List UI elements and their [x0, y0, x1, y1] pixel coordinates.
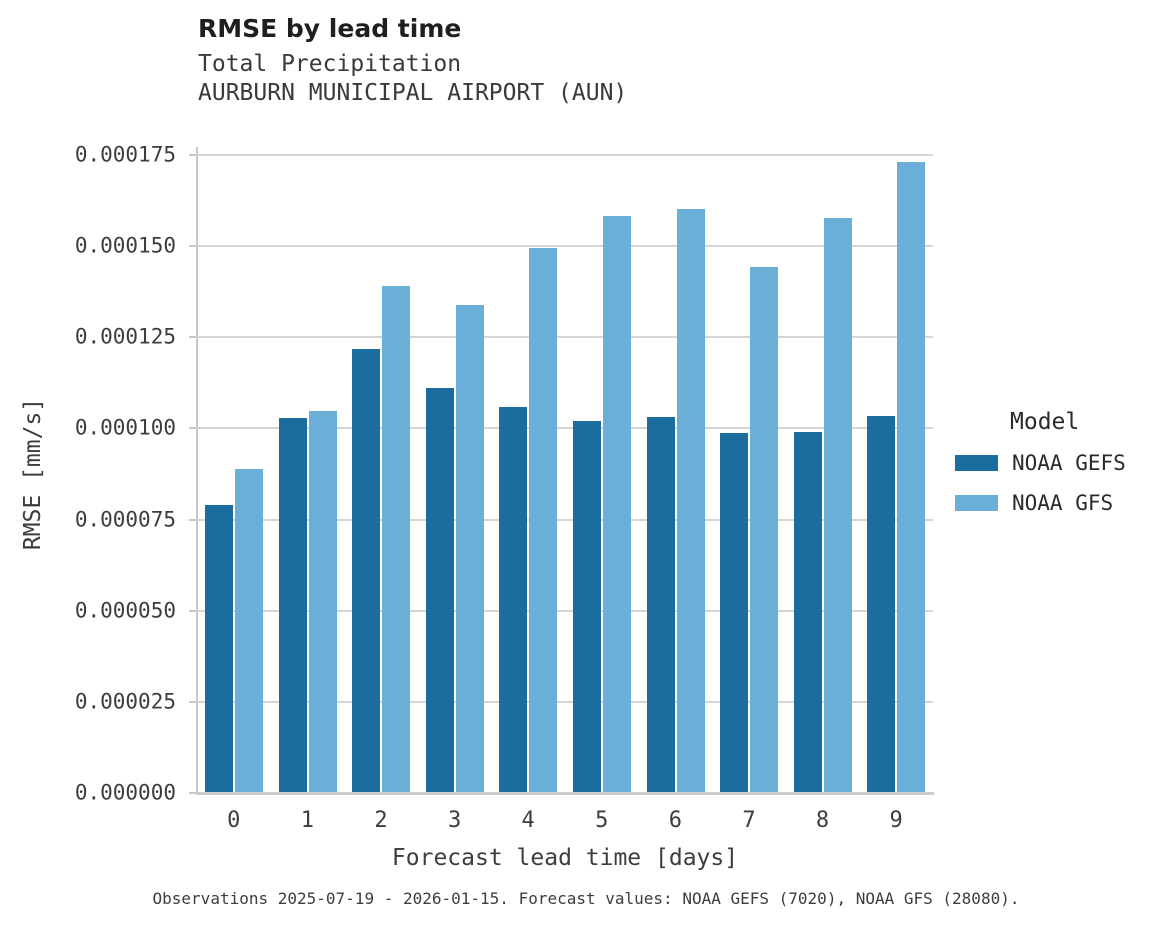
footer-caption: Observations 2025-07-19 - 2026-01-15. Fo… — [152, 889, 1020, 908]
bar-group-day-9 — [859, 155, 933, 793]
y-tick-labels: 0.000000 0.000025 0.000050 0.000075 0.000100… — [40, 144, 186, 803]
bar-noaa-gfs-day-8 — [823, 218, 852, 793]
y-tick-marks — [189, 154, 196, 794]
legend-row-noaa-gefs: NOAA GEFS — [955, 451, 1165, 475]
gridline-0.000075 — [197, 518, 933, 521]
y-tick-label-0.000100: 0.000100 — [74, 415, 176, 440]
gridline-0.000100 — [197, 427, 933, 430]
bar-noaa-gefs-day-1 — [278, 417, 307, 793]
bar-noaa-gfs-day-3 — [455, 304, 484, 793]
bar-group-day-8 — [786, 155, 860, 793]
bar-noaa-gfs-day-2 — [382, 285, 411, 793]
y-tick-label-0.000025: 0.000025 — [74, 689, 176, 714]
y-tick-label-0.000075: 0.000075 — [74, 507, 176, 532]
legend-label-noaa-gfs: NOAA GFS — [1012, 491, 1114, 515]
x-tick-label-8: 8 — [815, 808, 830, 833]
x-tick-label-4: 4 — [521, 808, 535, 833]
bar-group-day-5 — [565, 155, 639, 793]
x-tick-label-9: 9 — [889, 808, 903, 833]
legend-swatch-noaa-gefs — [955, 455, 998, 471]
bar-group-day-6 — [639, 155, 713, 793]
y-tick-mark-0.000150 — [189, 245, 196, 248]
bar-group-day-1 — [271, 155, 345, 793]
y-tick-mark-0.000000 — [189, 792, 196, 794]
bar-group-day-3 — [418, 155, 492, 793]
bar-noaa-gfs-day-6 — [676, 208, 705, 793]
legend-swatch-noaa-gfs — [955, 495, 998, 511]
y-tick-label-0.000050: 0.000050 — [74, 598, 176, 623]
x-tick-labels: 0 1 2 3 4 5 6 7 8 9 — [197, 808, 933, 833]
bar-noaa-gefs-day-7 — [720, 432, 749, 793]
bar-noaa-gefs-day-4 — [499, 406, 528, 793]
x-tick-label-7: 7 — [742, 808, 756, 833]
y-tick-mark-0.000175 — [189, 154, 196, 156]
gridline-0.000025 — [197, 700, 933, 703]
bar-noaa-gefs-day-3 — [425, 387, 454, 793]
x-axis-title: Forecast lead time [days] — [391, 845, 739, 871]
y-tick-mark-0.000025 — [189, 700, 196, 703]
chart-subtitle-variable: Total Precipitation — [198, 51, 462, 77]
y-tick-label-0.000000: 0.000000 — [74, 780, 176, 805]
bar-group-day-4 — [491, 155, 565, 793]
bar-noaa-gfs-day-7 — [750, 266, 779, 793]
x-axis-spine — [196, 792, 934, 795]
bar-noaa-gefs-day-8 — [793, 432, 822, 793]
y-tick-mark-0.000100 — [189, 427, 196, 430]
gridline-0.000050 — [197, 609, 933, 612]
bar-group-day-0 — [197, 155, 271, 793]
bar-noaa-gfs-day-9 — [897, 161, 926, 793]
gridline-0.000175 — [197, 154, 933, 156]
gridline-0.000125 — [197, 336, 933, 339]
bar-noaa-gefs-day-2 — [352, 348, 381, 793]
y-tick-label-0.000175: 0.000175 — [74, 142, 176, 167]
gridline-0.000150 — [197, 245, 933, 248]
bar-noaa-gefs-day-9 — [867, 416, 896, 793]
x-tick-label-0: 0 — [227, 808, 241, 833]
x-tick-label-3: 3 — [447, 808, 462, 833]
plot-area — [197, 154, 933, 793]
bar-noaa-gfs-day-1 — [308, 410, 337, 793]
y-tick-label-0.000150: 0.000150 — [74, 233, 176, 258]
x-tick-label-2: 2 — [374, 808, 388, 833]
y-tick-mark-0.000125 — [189, 336, 196, 339]
bar-noaa-gefs-day-0 — [205, 505, 233, 793]
x-tick-label-5: 5 — [595, 808, 609, 833]
y-tick-label-0.000125: 0.000125 — [74, 324, 176, 349]
chart-subtitle-station: AURBURN MUNICIPAL AIRPORT (AUN) — [198, 80, 628, 106]
bar-group-day-2 — [344, 155, 418, 793]
bar-noaa-gfs-day-0 — [235, 468, 263, 793]
bar-noaa-gefs-day-5 — [573, 421, 601, 793]
legend-title: Model — [1010, 409, 1080, 435]
bar-noaa-gfs-day-5 — [603, 215, 631, 793]
bar-noaa-gfs-day-4 — [529, 247, 558, 793]
legend-row-noaa-gfs: NOAA GFS — [955, 491, 1165, 515]
y-tick-mark-0.000050 — [189, 609, 196, 612]
x-tick-label-6: 6 — [668, 808, 682, 833]
chart-title: RMSE by lead time — [198, 14, 462, 43]
bar-group-day-7 — [712, 155, 786, 793]
x-tick-label-1: 1 — [300, 808, 315, 833]
y-axis-spine — [196, 147, 198, 794]
y-tick-mark-0.000075 — [189, 518, 196, 521]
bar-noaa-gefs-day-6 — [646, 417, 675, 793]
legend: Model NOAA GEFS NOAA GFS — [955, 409, 1165, 515]
legend-label-noaa-gefs: NOAA GEFS — [1012, 451, 1126, 475]
